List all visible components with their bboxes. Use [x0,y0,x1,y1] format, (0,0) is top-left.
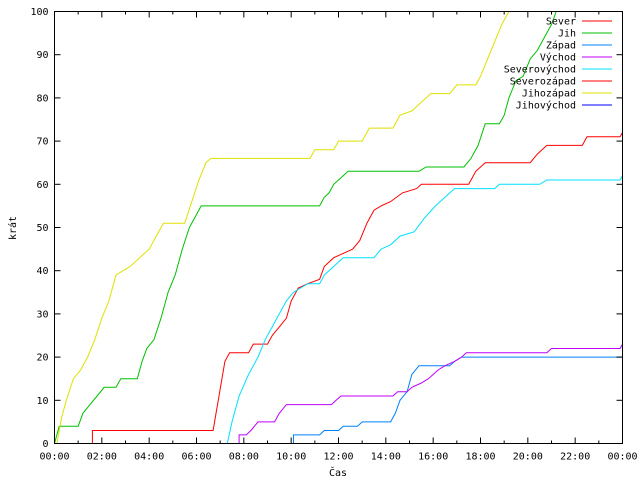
legend-entry: Jihovýchod [516,100,612,112]
y-tick-label: 100 [30,7,48,18]
legend-label: Sever [546,17,576,28]
plot-frame [54,11,623,444]
y-tick-label: 10 [36,396,48,407]
y-axis-label: krát [7,216,19,240]
x-tick-label: 04:00 [134,452,164,463]
x-tick-label: 18:00 [465,452,495,463]
legend-entry: Západ [546,40,612,52]
series-line-1 [91,132,623,444]
x-tick-label: 22:00 [560,452,590,463]
y-tick-label: 50 [36,223,48,234]
legend-label: Jihozápad [522,88,576,100]
series-line-7 [56,11,510,444]
legend-label: Východ [540,52,576,64]
series-line-2 [54,11,557,444]
legend-entry: Jihozápad [522,88,612,100]
legend-label: Severozápad [510,76,576,88]
x-tick-label: 02:00 [87,452,117,463]
x-axis-label: Čas [329,466,347,479]
series-line-3 [293,356,623,444]
y-tick-label: 20 [36,353,48,364]
legend-label: Jih [558,29,576,40]
x-tick-label: 20:00 [513,452,543,463]
legend-entry: Severovýchod [504,64,612,76]
legend-entry: Jih [558,29,612,40]
y-tick-label: 70 [36,137,48,148]
x-tick-label: 00:00 [39,452,69,463]
y-tick-label: 90 [36,50,48,61]
legend-entry: Severozápad [510,76,612,88]
x-tick-label: 10:00 [276,452,306,463]
y-tick-label: 60 [36,180,48,191]
x-tick-label: 06:00 [181,452,211,463]
x-tick-label: 00:00 [607,452,637,463]
series-line-4 [238,343,623,444]
series-line-5 [226,175,623,444]
y-tick-label: 80 [36,93,48,104]
y-tick-label: 30 [36,309,48,320]
y-tick-label: 0 [42,439,48,450]
x-tick-label: 16:00 [418,452,448,463]
y-tick-label: 40 [36,266,48,277]
x-tick-label: 12:00 [323,452,353,463]
legend-entry: Východ [540,52,612,64]
legend-label: Západ [546,40,576,52]
series-layer [54,11,623,444]
legend: SeverJihZápadVýchodSeverovýchodSeverozáp… [504,17,612,112]
x-tick-label: 08:00 [229,452,259,463]
legend-entry: Sever [546,17,612,28]
axes-layer: 0 10 20 30 40 50 60 70 80 90 100 00:00 02:00 04:00 06:… [30,7,637,463]
x-tick-label: 14:00 [371,452,401,463]
legend-label: Severovýchod [504,64,576,76]
legend-label: Jihovýchod [516,100,576,112]
